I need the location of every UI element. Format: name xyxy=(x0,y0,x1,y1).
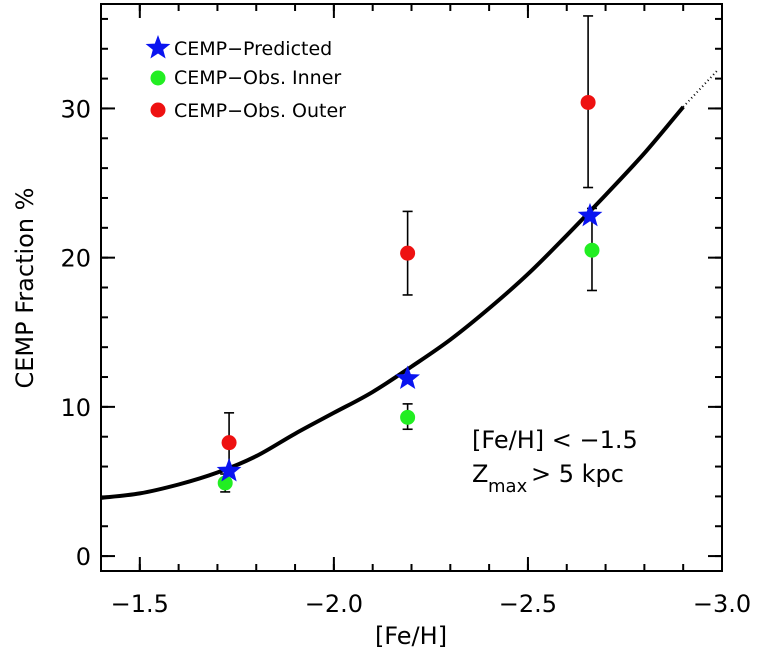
marker-predicted xyxy=(216,458,242,482)
legend-symbol-predicted xyxy=(145,35,171,59)
data-markers xyxy=(216,94,603,491)
legend: CEMP−Predicted CEMP−Obs. Inner CEMP−Obs.… xyxy=(145,35,346,122)
axis-tick-labels: −1.5 −2.0 −2.5 −3.0 0 10 20 30 xyxy=(60,95,751,618)
legend-label-outer: CEMP−Obs. Outer xyxy=(174,100,346,122)
legend-symbol-outer xyxy=(150,102,166,118)
y-tick-label: 20 xyxy=(60,245,91,273)
y-tick-label: 0 xyxy=(76,543,91,571)
annotation-feh-condition: [Fe/H] < −1.5 xyxy=(472,426,638,454)
marker-outer xyxy=(221,435,237,451)
x-axis-label: [Fe/H] xyxy=(375,622,447,650)
axis-ticks xyxy=(100,4,723,571)
x-tick-label: −3.0 xyxy=(693,590,751,618)
x-tick-label: −1.5 xyxy=(111,590,169,618)
x-tick-label: −2.0 xyxy=(305,590,363,618)
legend-label-inner: CEMP−Obs. Inner xyxy=(174,67,341,89)
y-tick-label: 10 xyxy=(60,394,91,422)
x-tick-label: −2.5 xyxy=(499,590,557,618)
marker-predicted xyxy=(395,365,420,389)
marker-outer xyxy=(580,94,596,110)
marker-inner xyxy=(584,242,600,258)
plot-frame xyxy=(100,3,723,572)
fit-curve-dotted-tail xyxy=(682,68,719,108)
legend-label-predicted: CEMP−Predicted xyxy=(174,38,332,60)
y-tick-label: 30 xyxy=(60,95,91,123)
annotation-zmax-symbol: Z xyxy=(472,460,488,488)
annotation: [Fe/H] < −1.5 Z max > 5 kpc xyxy=(472,426,638,497)
annotation-zmax-condition: > 5 kpc xyxy=(531,460,624,488)
legend-symbol-inner xyxy=(150,70,166,86)
marker-inner xyxy=(400,409,416,425)
marker-inner xyxy=(217,475,233,491)
annotation-zmax-subscript: max xyxy=(488,476,528,497)
marker-predicted xyxy=(577,202,603,227)
marker-outer xyxy=(400,245,416,261)
y-axis-label: CEMP Fraction % xyxy=(11,188,39,389)
